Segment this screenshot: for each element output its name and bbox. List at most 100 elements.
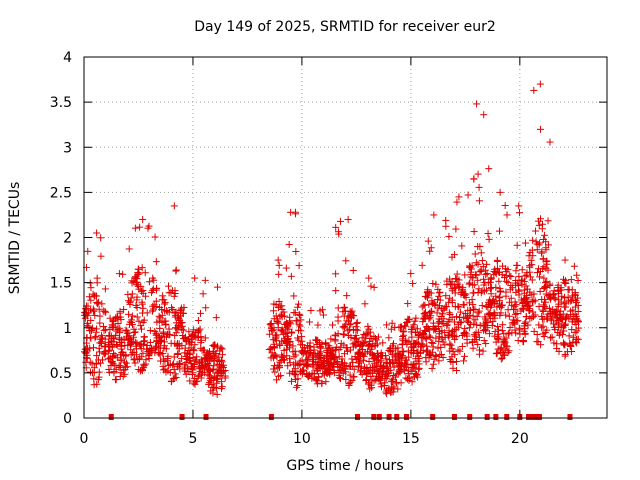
data-point <box>488 301 496 309</box>
data-point <box>526 315 534 323</box>
data-point <box>105 368 113 376</box>
data-point <box>194 372 202 380</box>
data-point <box>296 311 304 319</box>
data-point <box>448 299 456 307</box>
data-point <box>445 309 453 317</box>
data-point <box>108 342 116 350</box>
data-point <box>573 327 581 335</box>
data-point <box>564 293 572 301</box>
data-point <box>160 328 168 336</box>
data-point <box>447 341 455 349</box>
data-point <box>292 375 300 383</box>
data-point <box>492 350 500 358</box>
data-point <box>295 321 303 329</box>
data-point <box>561 321 569 329</box>
data-point <box>448 313 456 321</box>
data-point <box>522 313 530 321</box>
data-point <box>90 381 98 389</box>
data-point <box>182 370 190 378</box>
data-point <box>343 344 351 352</box>
data-point <box>384 386 392 394</box>
data-point <box>313 366 321 374</box>
data-point <box>91 311 99 319</box>
data-point <box>347 363 355 371</box>
data-point <box>190 332 198 340</box>
data-point <box>526 262 534 270</box>
data-point <box>474 170 482 178</box>
data-point <box>131 224 139 232</box>
data-point <box>194 316 202 324</box>
data-point <box>370 355 378 363</box>
axis-ticks <box>83 56 607 419</box>
data-point <box>453 270 461 278</box>
y-tick-label: 1 <box>63 321 72 337</box>
data-point <box>387 377 395 385</box>
data-point <box>400 331 408 339</box>
data-point <box>531 297 539 305</box>
data-point <box>283 352 291 360</box>
gap-marker <box>354 414 360 420</box>
data-point <box>172 308 180 316</box>
data-point <box>113 327 121 335</box>
data-point <box>483 324 491 332</box>
data-point <box>445 327 453 335</box>
data-point <box>368 377 376 385</box>
data-point <box>341 307 349 315</box>
data-point <box>415 360 423 368</box>
gap-marker <box>394 414 400 420</box>
data-point <box>291 309 299 317</box>
data-point <box>318 379 326 387</box>
data-point <box>429 360 437 368</box>
data-point <box>355 359 363 367</box>
data-point <box>512 288 520 296</box>
data-point <box>573 339 581 347</box>
data-point <box>294 382 302 390</box>
data-point <box>115 270 123 278</box>
data-point <box>453 198 461 206</box>
data-point <box>113 313 121 321</box>
data-point <box>466 279 474 287</box>
data-point <box>505 312 513 320</box>
data-point <box>126 336 134 344</box>
data-point <box>158 296 166 304</box>
data-point <box>350 373 358 381</box>
data-point <box>90 375 98 383</box>
data-point <box>160 300 168 308</box>
data-point <box>305 373 313 381</box>
data-point <box>397 353 405 361</box>
data-point <box>512 329 520 337</box>
data-point <box>100 326 108 334</box>
data-point <box>493 349 501 357</box>
data-point <box>327 335 335 343</box>
data-point <box>87 334 95 342</box>
data-point <box>206 375 214 383</box>
data-point <box>367 373 375 381</box>
data-point <box>138 264 146 272</box>
data-point <box>98 300 106 308</box>
data-point <box>90 364 98 372</box>
data-point <box>364 347 372 355</box>
data-point <box>502 342 510 350</box>
data-point <box>541 283 549 291</box>
data-point <box>380 363 388 371</box>
data-point <box>93 352 101 360</box>
data-point <box>94 356 102 364</box>
data-point <box>106 332 114 340</box>
data-point <box>470 228 478 236</box>
data-point <box>364 342 372 350</box>
data-point <box>128 279 136 287</box>
data-point <box>142 356 150 364</box>
data-point <box>274 361 282 369</box>
data-point <box>211 341 219 349</box>
data-point <box>121 370 129 378</box>
data-points <box>80 80 583 398</box>
data-point <box>193 353 201 361</box>
data-point <box>339 323 347 331</box>
data-point <box>458 242 466 250</box>
data-point <box>171 370 179 378</box>
gap-marker <box>451 414 457 420</box>
data-point <box>160 344 168 352</box>
data-point <box>298 356 306 364</box>
data-point <box>464 191 472 199</box>
data-point <box>365 340 373 348</box>
